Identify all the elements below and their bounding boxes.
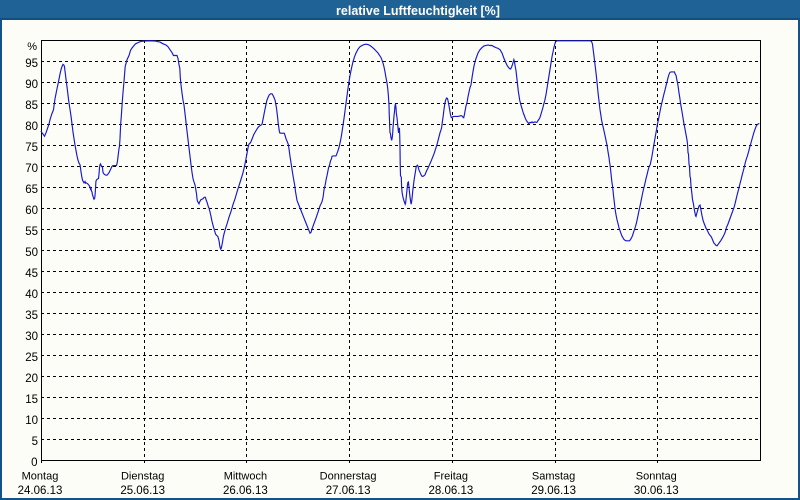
svg-text:45: 45	[25, 268, 38, 280]
svg-text:%: %	[27, 41, 37, 53]
svg-text:Mittwoch: Mittwoch	[224, 471, 267, 483]
svg-text:Sonntag: Sonntag	[636, 471, 677, 483]
svg-text:65: 65	[25, 184, 38, 196]
svg-text:27.06.13: 27.06.13	[326, 485, 371, 497]
svg-text:Dienstag: Dienstag	[121, 471, 164, 483]
svg-text:30: 30	[25, 331, 38, 343]
svg-text:40: 40	[25, 289, 38, 301]
svg-text:24.06.13: 24.06.13	[18, 485, 63, 497]
svg-text:90: 90	[25, 79, 38, 91]
svg-text:60: 60	[25, 205, 38, 217]
svg-text:25: 25	[25, 352, 38, 364]
svg-text:5: 5	[32, 436, 38, 448]
svg-text:55: 55	[25, 226, 38, 238]
svg-text:28.06.13: 28.06.13	[429, 485, 474, 497]
svg-text:70: 70	[25, 163, 38, 175]
svg-text:Freitag: Freitag	[434, 471, 468, 483]
svg-text:Montag: Montag	[22, 471, 59, 483]
svg-text:0: 0	[31, 457, 37, 469]
svg-text:Samstag: Samstag	[532, 471, 575, 483]
svg-text:15: 15	[25, 394, 38, 406]
svg-text:Donnerstag: Donnerstag	[320, 471, 377, 483]
svg-text:30.06.13: 30.06.13	[634, 485, 679, 497]
svg-text:85: 85	[25, 100, 38, 112]
svg-text:95: 95	[25, 58, 38, 70]
svg-text:50: 50	[25, 247, 38, 259]
svg-text:10: 10	[25, 415, 38, 427]
svg-text:25.06.13: 25.06.13	[120, 485, 165, 497]
svg-text:80: 80	[25, 121, 38, 133]
svg-text:35: 35	[25, 310, 38, 322]
svg-text:26.06.13: 26.06.13	[223, 485, 268, 497]
svg-text:20: 20	[25, 373, 38, 385]
svg-text:29.06.13: 29.06.13	[531, 485, 576, 497]
svg-text:75: 75	[25, 142, 38, 154]
